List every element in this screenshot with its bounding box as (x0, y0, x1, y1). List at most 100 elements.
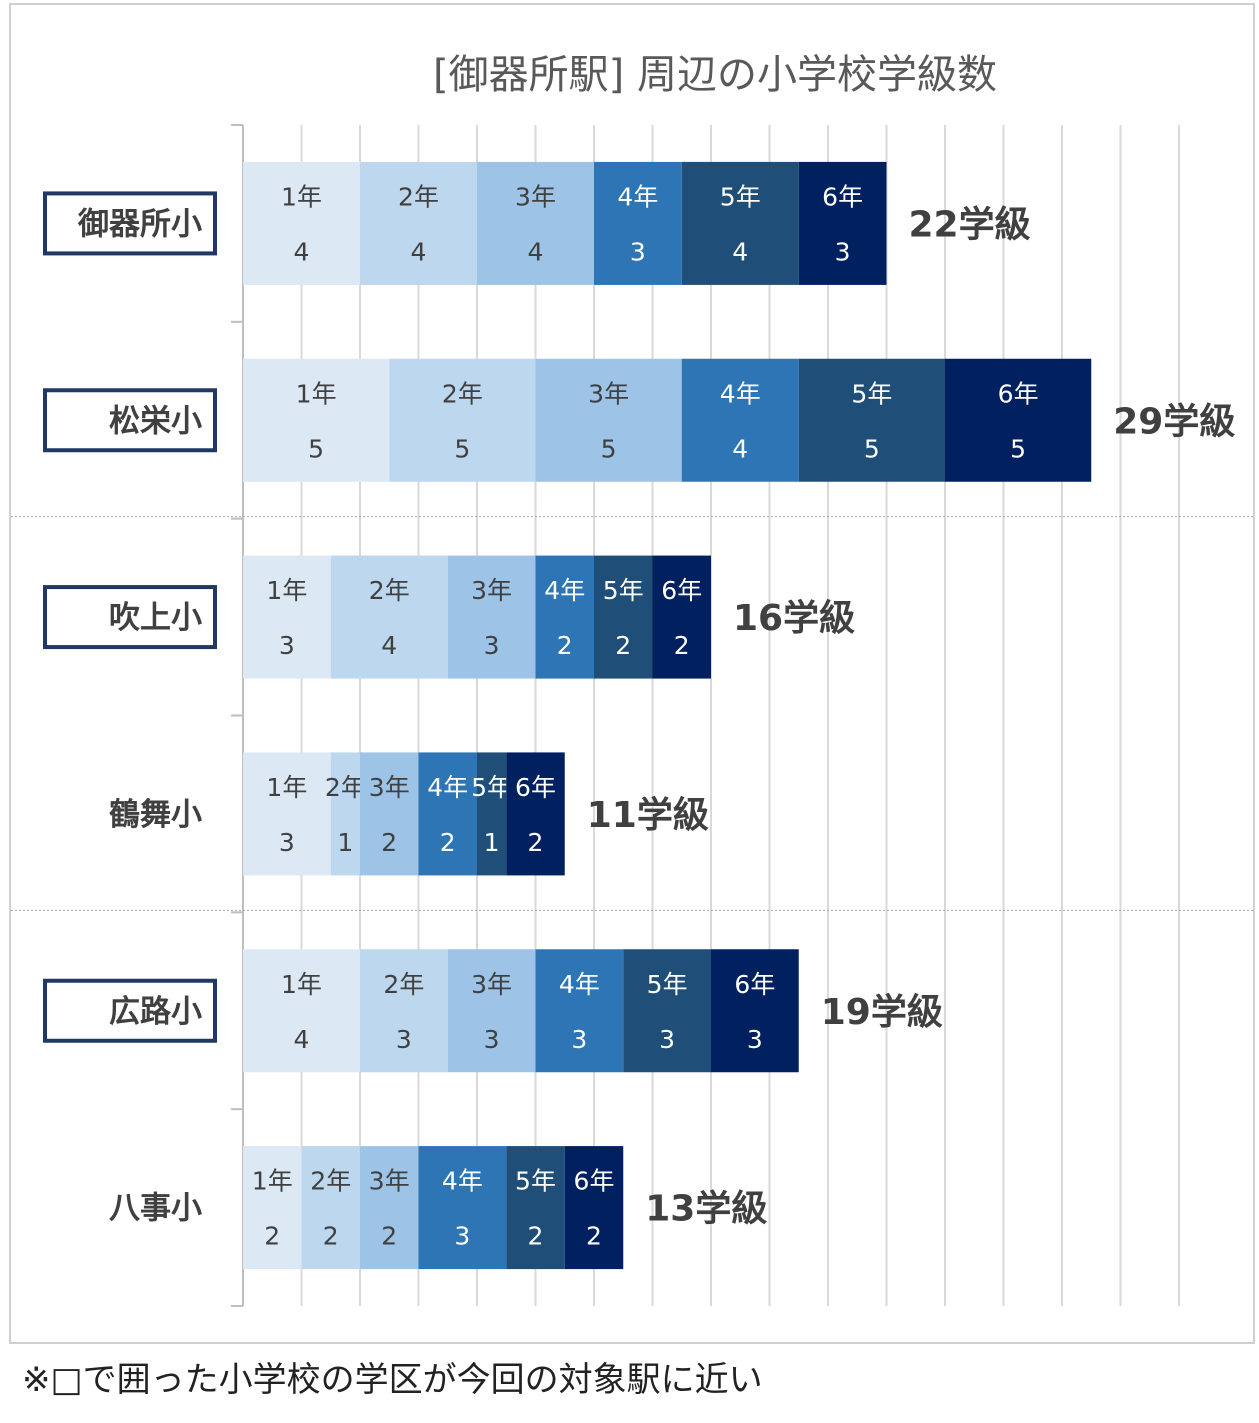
segment-value-label: 2 (381, 1222, 397, 1251)
segment-grade-label: 2年 (325, 773, 366, 802)
segment-grade-label: 3年 (369, 1167, 410, 1196)
segment-grade-label: 4年 (617, 182, 658, 211)
segment-grade-label: 3年 (369, 773, 410, 802)
segment-value-label: 5 (1010, 434, 1026, 463)
segment-grade-label: 5年 (647, 970, 688, 999)
category-box (43, 191, 217, 256)
bar-segment (594, 161, 682, 285)
bar-segment (330, 555, 448, 679)
segment-grade-label: 3年 (515, 182, 556, 211)
bar-segment (243, 949, 360, 1073)
segment-value-label: 2 (381, 828, 397, 857)
segment-grade-label: 3年 (471, 576, 512, 605)
segment-value-label: 3 (454, 1222, 470, 1251)
segment-grade-label: 6年 (734, 970, 775, 999)
segment-grade-label: 6年 (574, 1167, 615, 1196)
segment-value-label: 2 (615, 631, 631, 660)
segment-value-label: 2 (528, 828, 544, 857)
bar-segment (330, 752, 360, 876)
bar-segment (360, 949, 448, 1073)
bar-segment (389, 358, 536, 482)
bar-segment (564, 1146, 624, 1270)
category-label: 吹上小 (109, 600, 202, 636)
segment-grade-label: 5年 (515, 1167, 556, 1196)
bar-segment (535, 949, 624, 1073)
segment-value-label: 5 (454, 434, 470, 463)
bar-segment (243, 161, 360, 285)
segment-grade-label: 2年 (310, 1167, 351, 1196)
segment-grade-label: 6年 (822, 182, 863, 211)
bar-segment (243, 1146, 302, 1270)
bar-segment (477, 161, 594, 285)
segment-value-label: 2 (586, 1222, 602, 1251)
segment-grade-label: 2年 (383, 970, 424, 999)
bar-segment (301, 1146, 360, 1270)
total-label: 13学級 (645, 1188, 767, 1230)
bar-segment (798, 358, 945, 482)
segment-grade-label: 5年 (471, 773, 512, 802)
segment-value-label: 5 (308, 434, 324, 463)
segment-value-label: 3 (747, 1025, 763, 1054)
bar-segment (623, 949, 711, 1073)
bar-segment (418, 1146, 507, 1270)
segment-grade-label: 1年 (252, 1167, 293, 1196)
segment-value-label: 3 (835, 237, 851, 266)
segment-value-label: 3 (659, 1025, 675, 1054)
segment-value-label: 2 (528, 1222, 544, 1251)
segment-grade-label: 5年 (720, 182, 761, 211)
chart-area: [御器所駅] 周辺の小学校学級数御器所小1年42年43年44年35年46年322… (11, 52, 1253, 1307)
category-box (43, 388, 217, 453)
category-label: 松栄小 (109, 403, 202, 439)
bar-segment (447, 949, 536, 1073)
segment-grade-label: 1年 (281, 970, 322, 999)
segment-value-label: 3 (571, 1025, 587, 1054)
segment-grade-label: 2年 (442, 379, 483, 408)
total-label: 29学級 (1113, 400, 1235, 442)
segment-value-label: 3 (630, 237, 646, 266)
bar-segment (535, 358, 682, 482)
bar-segment (711, 949, 799, 1073)
total-label: 11学級 (587, 794, 709, 836)
bar-segment (506, 752, 565, 876)
category-label: 鶴舞小 (109, 797, 202, 833)
bar-segment (506, 1146, 565, 1270)
segment-value-label: 2 (323, 1222, 339, 1251)
segment-value-label: 4 (732, 434, 748, 463)
segment-value-label: 2 (440, 828, 456, 857)
segment-value-label: 3 (396, 1025, 412, 1054)
segment-grade-label: 4年 (544, 576, 585, 605)
bar-segment (243, 358, 390, 482)
bar-segment (681, 161, 799, 285)
bar-segment (447, 555, 536, 679)
chart-title: [御器所駅] 周辺の小学校学級数 (433, 52, 997, 98)
segment-value-label: 3 (279, 631, 295, 660)
segment-value-label: 1 (484, 828, 500, 857)
segment-grade-label: 6年 (998, 379, 1039, 408)
bar-segment (243, 555, 331, 679)
segment-grade-label: 4年 (427, 773, 468, 802)
category-label: 御器所小 (77, 206, 202, 242)
segment-value-label: 3 (484, 1025, 500, 1054)
bar-segment (681, 358, 799, 482)
total-label: 22学級 (909, 203, 1031, 245)
segment-grade-label: 1年 (266, 576, 307, 605)
segment-grade-label: 5年 (851, 379, 892, 408)
category-label: 広路小 (109, 994, 202, 1030)
segment-value-label: 2 (674, 631, 690, 660)
total-label: 16学級 (733, 597, 855, 639)
segment-value-label: 2 (264, 1222, 280, 1251)
total-label: 19学級 (821, 991, 943, 1033)
bar-segment (360, 161, 477, 285)
bar-segment (418, 752, 477, 876)
segment-value-label: 3 (279, 828, 295, 857)
segment-value-label: 4 (294, 237, 310, 266)
bar-segment (360, 1146, 419, 1270)
category-box (43, 585, 217, 650)
footnote: ※□で囲った小学校の学区が今回の対象駅に近い (22, 1360, 763, 1400)
category-box (43, 978, 217, 1043)
segment-grade-label: 1年 (296, 379, 337, 408)
segment-value-label: 4 (528, 237, 544, 266)
segment-grade-label: 6年 (661, 576, 702, 605)
segment-value-label: 4 (294, 1025, 310, 1054)
segment-grade-label: 4年 (720, 379, 761, 408)
